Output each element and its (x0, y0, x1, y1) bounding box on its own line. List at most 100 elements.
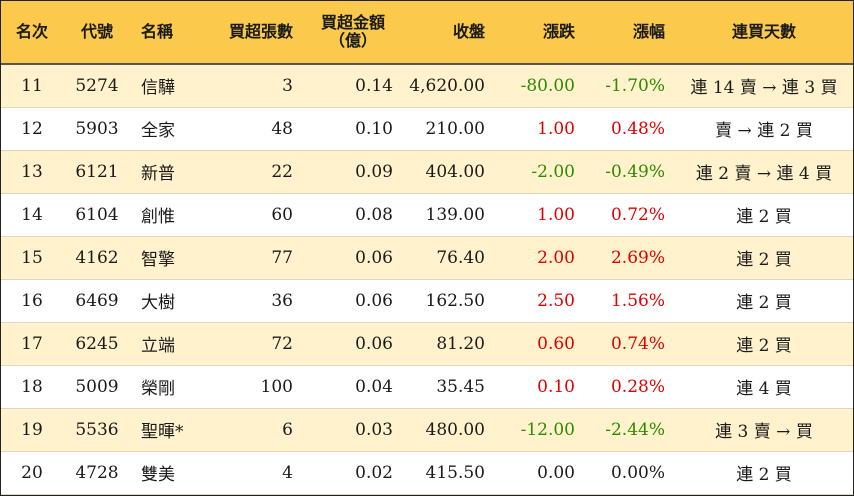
cell-code: 5903 (75, 118, 119, 139)
cell-streak: 連 2 買 (736, 207, 792, 227)
header-code: 代號 (80, 22, 113, 41)
table-row: 17 6245 立端 72 0.06 81.20 0.60 0.74% 連 2 買 (1, 322, 853, 365)
cell-streak: 連 4 買 (736, 379, 792, 399)
table-row: 12 5903 全家 48 0.10 210.00 1.00 0.48% 賣 → 連 2 買 (1, 107, 853, 150)
cell-lots: 77 (271, 247, 293, 268)
table-row: 11 5274 信驊 3 0.14 4,620.00 -80.00 -1.70% 連 14 賣 … (1, 64, 853, 107)
cell-code: 6469 (75, 290, 119, 311)
cell-change: 1.00 (537, 204, 575, 225)
cell-amount: 0.06 (355, 290, 393, 311)
cell-change: 0.00 (537, 462, 575, 483)
header-row: 名次 代號 名稱 買超張數 買超金額 （億） 收盤 漲跌 漲幅 連買天數 (1, 1, 853, 64)
cell-change: -2.00 (531, 161, 575, 182)
cell-close: 210.00 (425, 118, 485, 139)
cell-close: 404.00 (425, 161, 485, 182)
cell-close: 415.50 (425, 462, 485, 483)
cell-change: 0.10 (537, 376, 575, 397)
cell-streak: 連 2 賣 → 連 4 買 (695, 164, 833, 184)
cell-lots: 48 (271, 118, 293, 139)
cell-amount: 0.09 (355, 161, 393, 182)
header-amount-line1: 買超金額 (320, 13, 385, 32)
header-rank: 名次 (15, 22, 48, 41)
cell-streak: 連 14 賣 → 連 3 買 (690, 78, 838, 99)
cell-close: 35.45 (436, 376, 485, 397)
cell-code: 5274 (75, 75, 119, 96)
cell-pct: -0.49% (605, 161, 665, 182)
cell-lots: 36 (271, 290, 293, 311)
header-amount: 買超金額 （億） (303, 1, 403, 64)
cell-streak: 連 2 買 (736, 250, 792, 270)
cell-rank: 12 (21, 118, 43, 139)
header-lots: 買超張數 (228, 22, 293, 41)
cell-streak: 連 2 買 (736, 293, 792, 313)
cell-amount: 0.14 (355, 75, 393, 96)
cell-rank: 16 (21, 290, 43, 311)
table-row: 13 6121 新普 22 0.09 404.00 -2.00 -0.49% 連 2 賣 → 連… (1, 150, 853, 193)
cell-name: 全家 (141, 121, 175, 141)
cell-pct: 0.00% (610, 462, 665, 483)
cell-name: 雙美 (141, 465, 175, 485)
header-change: 漲跌 (542, 22, 575, 41)
cell-lots: 3 (282, 75, 293, 96)
cell-close: 81.20 (436, 333, 485, 354)
cell-pct: 0.48% (610, 118, 665, 139)
cell-streak: 連 2 買 (736, 465, 792, 485)
header-name: 名稱 (141, 22, 174, 41)
cell-lots: 6 (282, 419, 293, 440)
cell-lots: 72 (271, 333, 293, 354)
cell-pct: -2.44% (605, 419, 665, 440)
cell-name: 聖暉* (141, 422, 184, 442)
cell-change: 2.50 (537, 290, 575, 311)
cell-code: 5536 (75, 419, 119, 440)
cell-name: 信驊 (141, 78, 175, 99)
cell-code: 4728 (75, 462, 119, 483)
cell-name: 大樹 (141, 293, 175, 313)
cell-name: 立端 (141, 336, 175, 356)
cell-change: 2.00 (537, 247, 575, 268)
cell-code: 5009 (75, 376, 119, 397)
cell-pct: 1.56% (610, 290, 665, 311)
cell-code: 6245 (75, 333, 119, 354)
cell-close: 480.00 (425, 419, 485, 440)
cell-name: 創惟 (141, 207, 175, 227)
cell-streak: 連 2 買 (736, 336, 792, 356)
cell-close: 139.00 (425, 204, 485, 225)
cell-pct: 0.74% (610, 333, 665, 354)
cell-amount: 0.06 (355, 247, 393, 268)
cell-code: 6104 (75, 204, 119, 225)
cell-amount: 0.03 (355, 419, 393, 440)
cell-lots: 4 (282, 462, 293, 483)
cell-code: 6121 (75, 161, 119, 182)
cell-change: 0.60 (537, 333, 575, 354)
table-row: 16 6469 大樹 36 0.06 162.50 2.50 1.56% 連 2 買 (1, 279, 853, 322)
cell-streak: 賣 → 連 2 買 (715, 121, 813, 141)
cell-rank: 20 (21, 462, 43, 483)
cell-pct: 0.72% (610, 204, 665, 225)
header-amount-line2: （億） (328, 31, 377, 50)
cell-rank: 11 (21, 75, 43, 96)
cell-pct: 2.69% (610, 247, 665, 268)
table-row: 18 5009 榮剛 100 0.04 35.45 0.10 0.28% 連 4 買 (1, 365, 853, 408)
cell-streak: 連 3 賣 → 買 (715, 422, 813, 442)
cell-rank: 13 (21, 161, 43, 182)
header-close: 收盤 (452, 22, 485, 41)
header-streak: 連買天數 (731, 22, 796, 41)
cell-name: 新普 (141, 164, 175, 184)
cell-amount: 0.04 (355, 376, 393, 397)
cell-close: 76.40 (436, 247, 485, 268)
cell-lots: 100 (260, 376, 293, 397)
cell-lots: 60 (271, 204, 293, 225)
table-row: 19 5536 聖暉* 6 0.03 480.00 -12.00 -2.44% 連 3 賣 → … (1, 408, 853, 451)
cell-close: 162.50 (425, 290, 485, 311)
cell-rank: 18 (21, 376, 43, 397)
table-body: 11 5274 信驊 3 0.14 4,620.00 -80.00 -1.70% 連 14 賣 … (1, 64, 853, 494)
table-row: 14 6104 創惟 60 0.08 139.00 1.00 0.72% 連 2 買 (1, 193, 853, 236)
cell-amount: 0.06 (355, 333, 393, 354)
cell-name: 智擎 (141, 250, 175, 270)
cell-change: -12.00 (520, 419, 575, 440)
cell-amount: 0.08 (355, 204, 393, 225)
cell-close: 4,620.00 (409, 75, 485, 96)
cell-pct: 0.28% (610, 376, 665, 397)
